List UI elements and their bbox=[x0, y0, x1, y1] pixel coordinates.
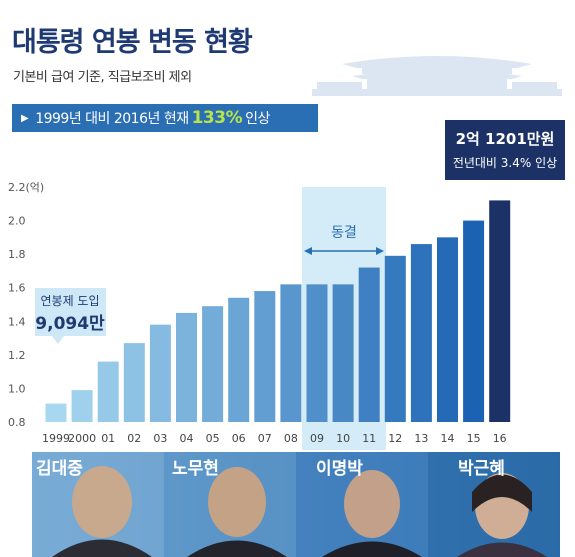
bar bbox=[123, 343, 145, 422]
freeze-arrow bbox=[304, 247, 384, 255]
chart-title: 대통령 연봉 변동 현황 bbox=[12, 27, 253, 58]
president-name: 노무현 bbox=[172, 459, 219, 479]
x-tick-label: 04 bbox=[180, 432, 194, 445]
bar bbox=[176, 312, 197, 422]
freeze-label: 동결 bbox=[331, 225, 357, 241]
bar bbox=[45, 403, 67, 422]
portrait-roh-moo-hyun: 노무현 bbox=[164, 452, 296, 557]
president-portraits: 김대중 노무현 이명박 박근혜 bbox=[32, 452, 560, 557]
y-tick-label: 2.2(억) bbox=[8, 181, 44, 194]
x-tick-label: 02 bbox=[127, 432, 141, 445]
bar bbox=[437, 237, 458, 422]
y-tick-label: 1.4 bbox=[8, 315, 26, 328]
x-tick-label: 08 bbox=[284, 432, 298, 445]
portrait-park-geun-hye: 박근혜 bbox=[428, 452, 560, 557]
bar bbox=[71, 390, 93, 422]
x-tick-label: 10 bbox=[336, 432, 350, 445]
bar bbox=[358, 267, 380, 422]
bar bbox=[410, 244, 432, 422]
banner-prefix: 1999년 대비 2016년 현재 bbox=[35, 111, 189, 127]
president-name: 박근혜 bbox=[458, 459, 505, 479]
portrait-lee-myung-bak: 이명박 bbox=[296, 452, 428, 557]
president-name: 이명박 bbox=[316, 459, 363, 479]
portrait-kim-dae-jung: 김대중 bbox=[32, 452, 164, 557]
banner-suffix: 인상 bbox=[245, 111, 270, 127]
x-tick-label: 1999 bbox=[42, 432, 70, 445]
bar bbox=[228, 297, 250, 422]
x-tick-label: 15 bbox=[467, 432, 481, 445]
y-tick-label: 1.2 bbox=[8, 349, 26, 362]
y-tick-label: 1.6 bbox=[8, 282, 26, 295]
x-tick-label: 09 bbox=[310, 432, 324, 445]
x-tick-label: 07 bbox=[258, 432, 272, 445]
end-callout-value: 2억 1201만원 bbox=[456, 130, 555, 148]
x-tick-label: 14 bbox=[441, 432, 455, 445]
triangle-right-icon: ▶ bbox=[21, 112, 29, 124]
bar bbox=[254, 291, 276, 422]
y-tick-label: 1.8 bbox=[8, 248, 26, 261]
start-callout-pointer bbox=[52, 336, 64, 344]
start-callout-value: 9,094만 bbox=[35, 314, 105, 334]
y-tick-label: 1.0 bbox=[8, 382, 26, 395]
bar bbox=[384, 255, 406, 422]
start-callout-label: 연봉제 도입 bbox=[40, 294, 99, 308]
end-callout-box bbox=[445, 120, 565, 180]
bar bbox=[97, 361, 119, 422]
banner-highlight: 133% bbox=[191, 108, 243, 128]
x-tick-label: 11 bbox=[362, 432, 376, 445]
x-tick-label: 03 bbox=[153, 432, 167, 445]
bar bbox=[332, 284, 354, 422]
president-name: 김대중 bbox=[36, 459, 83, 479]
bar bbox=[202, 306, 224, 422]
y-tick-label: 0.8 bbox=[8, 416, 26, 429]
bar bbox=[463, 220, 485, 422]
x-tick-label: 05 bbox=[206, 432, 220, 445]
end-callout-note: 전년대비 3.4% 인상 bbox=[453, 156, 557, 170]
chart-subtitle: 기본비 급여 기준, 직급보조비 제외 bbox=[13, 70, 192, 85]
bar bbox=[149, 324, 171, 422]
bar bbox=[489, 200, 511, 422]
bar bbox=[306, 284, 328, 422]
x-tick-label: 06 bbox=[232, 432, 246, 445]
x-tick-label: 16 bbox=[493, 432, 507, 445]
start-callout-box bbox=[35, 288, 106, 336]
x-tick-label: 2000 bbox=[68, 432, 96, 445]
x-tick-label: 12 bbox=[388, 432, 402, 445]
increase-banner: ▶ 1999년 대비 2016년 현재 133% 인상 bbox=[12, 104, 318, 132]
x-tick-label: 01 bbox=[101, 432, 115, 445]
y-tick-label: 2.0 bbox=[8, 215, 26, 228]
bar bbox=[280, 284, 302, 422]
blue-house-illustration bbox=[312, 56, 562, 96]
x-tick-label: 13 bbox=[414, 432, 428, 445]
